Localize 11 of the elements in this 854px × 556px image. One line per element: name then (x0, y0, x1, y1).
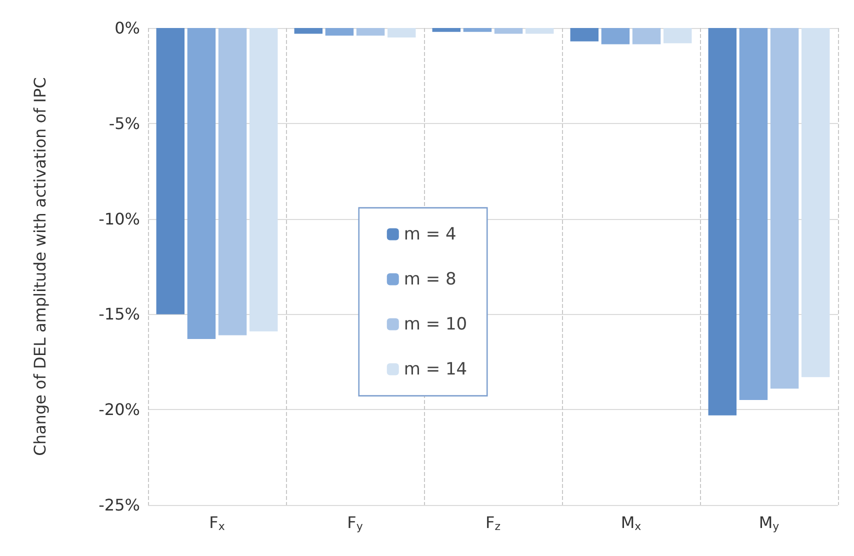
y-tick-label: -25% (98, 496, 140, 514)
y-axis-title: Change of DEL amplitude with activation of IPC (30, 77, 50, 456)
legend-label: m = 10 (404, 314, 468, 334)
y-tick-label: -20% (98, 400, 140, 420)
legend-label: m = 8 (404, 269, 456, 290)
y-tick-label: -10% (98, 209, 140, 228)
legend-label: m = 4 (404, 224, 456, 244)
y-tick-label: 0% (114, 18, 140, 38)
y-tick-label: -5% (108, 114, 140, 133)
y-tick-label: -15% (98, 304, 140, 324)
legend-label: m = 14 (404, 359, 468, 380)
